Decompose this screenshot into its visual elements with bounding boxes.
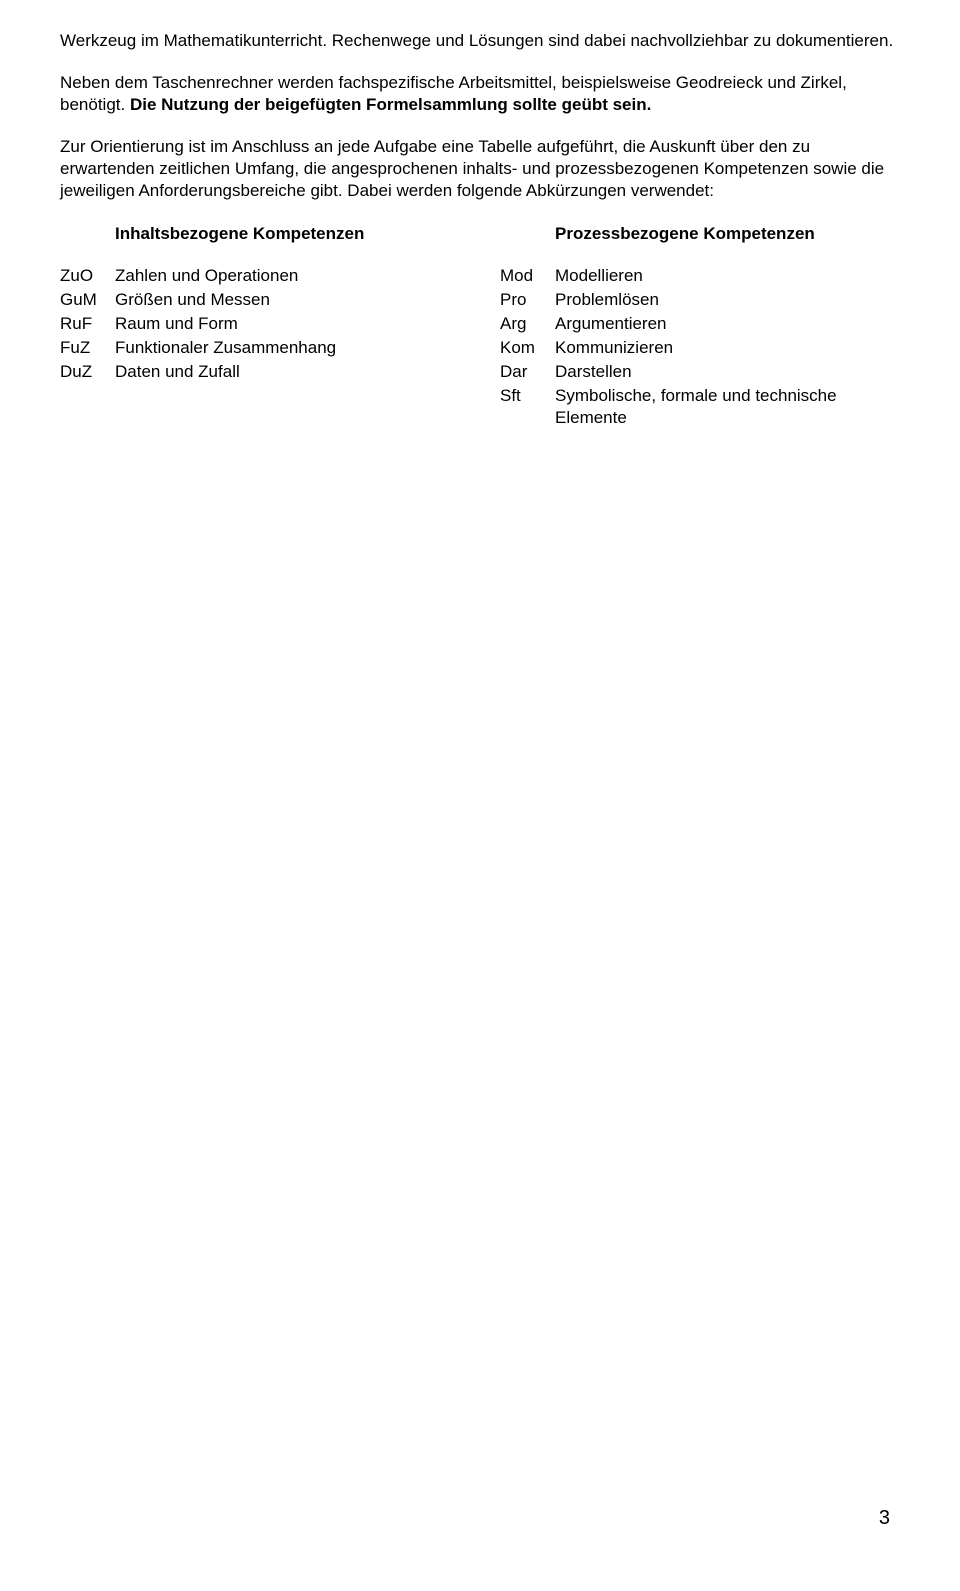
paragraph-3-text: Zur Orientierung ist im Anschluss an jed…: [60, 137, 884, 200]
competencies-columns: Inhaltsbezogene Kompetenzen ZuO Zahlen u…: [60, 223, 900, 432]
list-item: FuZ Funktionaler Zusammenhang: [60, 337, 500, 359]
item-abbr: Pro: [500, 289, 555, 311]
item-desc: Funktionaler Zusammenhang: [115, 337, 500, 359]
list-item: Pro Problemlösen: [500, 289, 900, 311]
paragraph-2-bold: Die Nutzung der beigefügten Formelsammlu…: [130, 95, 651, 114]
item-desc: Symbolische, formale und technische Elem…: [555, 385, 900, 429]
item-desc: Argumentieren: [555, 313, 900, 335]
item-abbr: Dar: [500, 361, 555, 383]
item-abbr: ZuO: [60, 265, 115, 287]
item-abbr: RuF: [60, 313, 115, 335]
list-item: Kom Kommunizieren: [500, 337, 900, 359]
item-abbr: Kom: [500, 337, 555, 359]
item-desc: Raum und Form: [115, 313, 500, 335]
item-abbr: Mod: [500, 265, 555, 287]
item-abbr: GuM: [60, 289, 115, 311]
item-abbr: DuZ: [60, 361, 115, 383]
item-desc: Größen und Messen: [115, 289, 500, 311]
item-desc: Daten und Zufall: [115, 361, 500, 383]
list-item: RuF Raum und Form: [60, 313, 500, 335]
paragraph-3: Zur Orientierung ist im Anschluss an jed…: [60, 136, 900, 202]
list-item: ZuO Zahlen und Operationen: [60, 265, 500, 287]
item-abbr: Sft: [500, 385, 555, 429]
list-item: Dar Darstellen: [500, 361, 900, 383]
list-item: GuM Größen und Messen: [60, 289, 500, 311]
item-desc: Problemlösen: [555, 289, 900, 311]
paragraph-2: Neben dem Taschenrechner werden fachspez…: [60, 72, 900, 116]
list-item: Arg Argumentieren: [500, 313, 900, 335]
paragraph-1-text: Werkzeug im Mathematikunterricht. Rechen…: [60, 31, 893, 50]
left-column: Inhaltsbezogene Kompetenzen ZuO Zahlen u…: [60, 223, 500, 432]
item-desc: Darstellen: [555, 361, 900, 383]
item-abbr: Arg: [500, 313, 555, 335]
right-column: Prozessbezogene Kompetenzen Mod Modellie…: [500, 223, 900, 432]
list-item: Sft Symbolische, formale und technische …: [500, 385, 900, 429]
page-number: 3: [879, 1505, 890, 1531]
list-item: Mod Modellieren: [500, 265, 900, 287]
left-column-header: Inhaltsbezogene Kompetenzen: [60, 223, 500, 245]
item-abbr: FuZ: [60, 337, 115, 359]
list-item: DuZ Daten und Zufall: [60, 361, 500, 383]
item-desc: Zahlen und Operationen: [115, 265, 500, 287]
paragraph-1: Werkzeug im Mathematikunterricht. Rechen…: [60, 30, 900, 52]
right-column-header: Prozessbezogene Kompetenzen: [500, 223, 900, 245]
item-desc: Modellieren: [555, 265, 900, 287]
item-desc: Kommunizieren: [555, 337, 900, 359]
